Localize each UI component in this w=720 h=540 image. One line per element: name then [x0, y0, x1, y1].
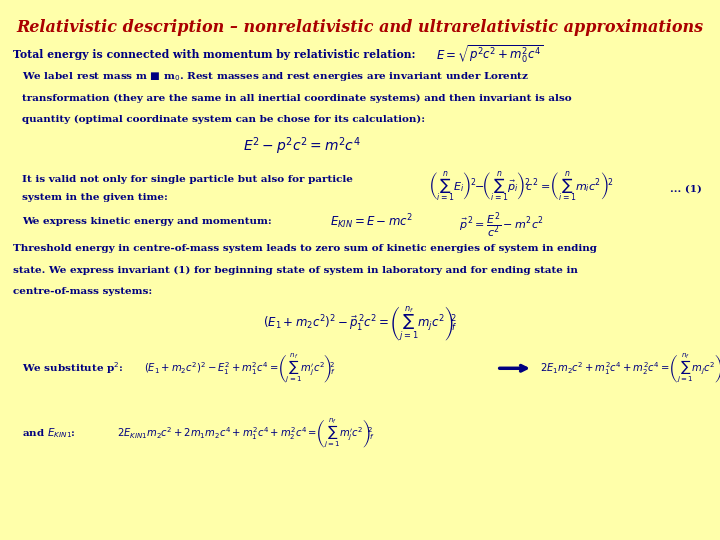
Text: quantity (optimal coordinate system can be chose for its calculation):: quantity (optimal coordinate system can … [22, 116, 425, 124]
Text: $\left(\sum_{i=1}^{n} E_i\right)^{\!2}\!\!-\!\!\left(\sum_{i=1}^{n} \vec{p}_i\ri: $\left(\sum_{i=1}^{n} E_i\right)^{\!2}\!… [428, 169, 614, 204]
Text: $2E_1 m_2 c^2 + m_1^2 c^4 + m_2^2 c^4 = \!\left(\sum_{j=1}^{n_f} m_j c^2\right)_: $2E_1 m_2 c^2 + m_1^2 c^4 + m_2^2 c^4 = … [540, 352, 720, 385]
Text: It is valid not only for single particle but also for particle: It is valid not only for single particle… [22, 175, 353, 184]
Text: $2E_{KIN1} m_2 c^2 + 2m_1 m_2 c^4 + m_1^2 c^4 + m_2^2 c^4 = \!\left(\sum_{j=1}^{: $2E_{KIN1} m_2 c^2 + 2m_1 m_2 c^4 + m_1^… [117, 416, 374, 450]
Text: transformation (they are the same in all inertial coordinate systems) and then i: transformation (they are the same in all… [22, 94, 571, 103]
Text: Total energy is connected with momentum by relativistic relation:: Total energy is connected with momentum … [13, 49, 415, 59]
Text: $\vec{p}^{\,2} = \dfrac{E^2}{c^2} - m^2c^2$: $\vec{p}^{\,2} = \dfrac{E^2}{c^2} - m^2c… [459, 210, 544, 240]
Text: $E^2 - p^2c^2 = m^2c^4$: $E^2 - p^2c^2 = m^2c^4$ [243, 135, 361, 157]
Text: Relativistic description – nonrelativistic and ultrarelativistic approximations: Relativistic description – nonrelativist… [17, 19, 703, 36]
Text: We express kinetic energy and momentum:: We express kinetic energy and momentum: [22, 217, 271, 226]
Text: $E = \sqrt{p^2c^2 + m_0^2c^4}$: $E = \sqrt{p^2c^2 + m_0^2c^4}$ [436, 43, 543, 65]
Text: centre-of-mass systems:: centre-of-mass systems: [13, 287, 152, 296]
Text: Threshold energy in centre-of-mass system leads to zero sum of kinetic energies : Threshold energy in centre-of-mass syste… [13, 244, 597, 253]
Text: ... (1): ... (1) [670, 185, 702, 193]
Text: We substitute p$^2$:: We substitute p$^2$: [22, 360, 123, 376]
Text: $(E_1 + m_2 c^2)^2 - E_1^2 + m_1^2 c^4 = \!\left(\sum_{j=1}^{n_f} m_j' c^2\right: $(E_1 + m_2 c^2)^2 - E_1^2 + m_1^2 c^4 =… [144, 352, 336, 385]
Text: We label rest mass m $\blacksquare$ m$_0$. Rest masses and rest energies are inv: We label rest mass m $\blacksquare$ m$_0… [22, 70, 529, 83]
Text: system in the given time:: system in the given time: [22, 193, 168, 201]
Text: state. We express invariant (1) for beginning state of system in laboratory and : state. We express invariant (1) for begi… [13, 266, 578, 274]
Text: $(E_1 + m_2 c^2)^2 - \vec{p}_1^{\,2}c^2 = \left(\sum_{j=1}^{n_f} m_j c^2\right)_: $(E_1 + m_2 c^2)^2 - \vec{p}_1^{\,2}c^2 … [263, 305, 457, 343]
Text: and $E_{KIN1}$:: and $E_{KIN1}$: [22, 426, 76, 440]
Text: $E_{KIN} = E - mc^2$: $E_{KIN} = E - mc^2$ [330, 212, 413, 231]
